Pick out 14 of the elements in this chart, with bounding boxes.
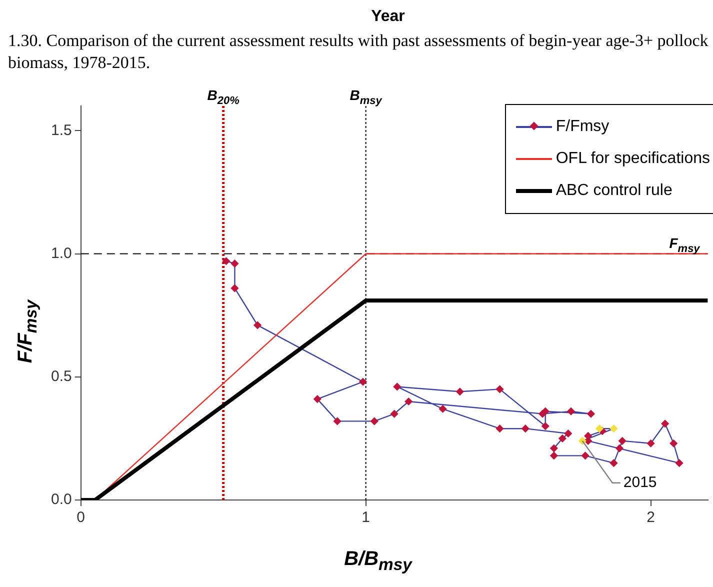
x-tick-label: 0 bbox=[76, 509, 86, 526]
chart-title: 1.30. Comparison of the current assessment results with past assessments of begin-year age-3+ pollock biomass, 1978-2015. bbox=[8, 30, 710, 74]
legend-label: ABC control rule bbox=[556, 182, 672, 200]
y-tick-label: 0.5 bbox=[50, 368, 72, 386]
annotation: 2015 bbox=[623, 474, 657, 492]
y-tick-label: 0.0 bbox=[50, 491, 72, 508]
y-tick-label: 1.5 bbox=[50, 122, 72, 139]
x-tick-label: 1 bbox=[362, 509, 370, 526]
y-tick-label: 1.0 bbox=[50, 244, 72, 262]
x-axis-title: B/B$_{msy}$ bbox=[343, 548, 414, 575]
text: Year bbox=[370, 8, 406, 26]
legend-label: F/Fmsy bbox=[556, 118, 610, 136]
legend-label: OFL for specifications bbox=[556, 150, 710, 168]
x-tick-label: 2 bbox=[646, 509, 655, 526]
